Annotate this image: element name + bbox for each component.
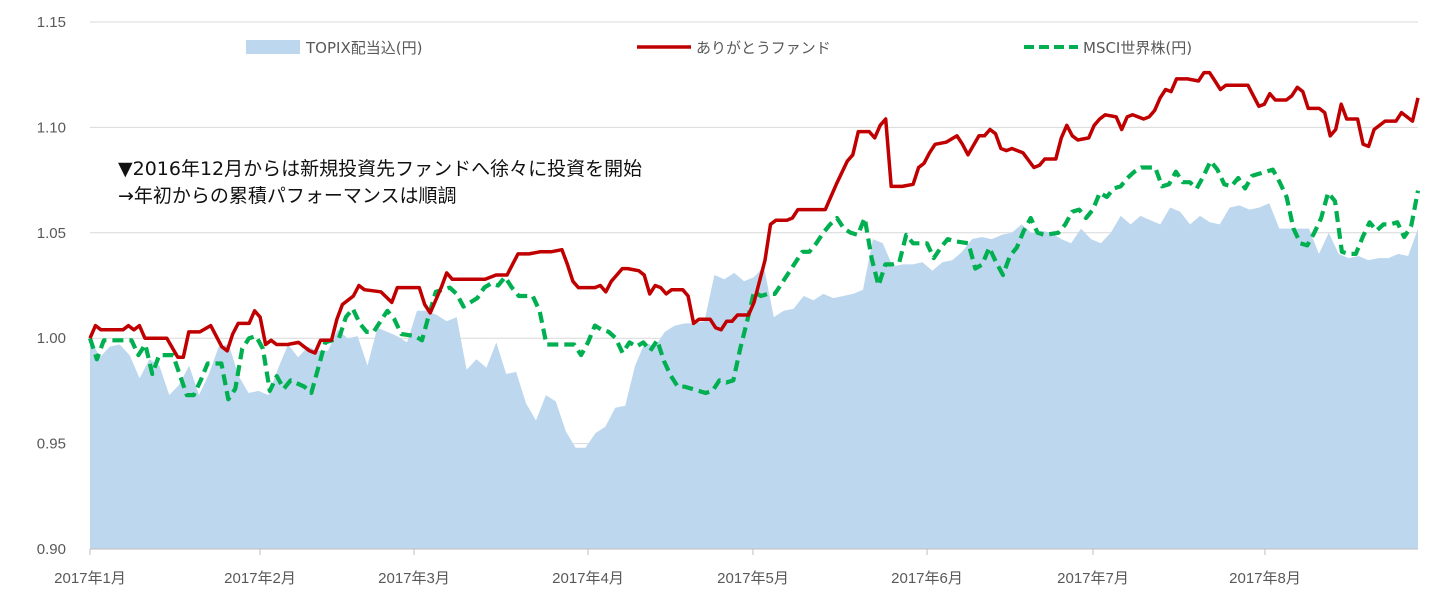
legend-label-arigato: ありがとうファンド (696, 39, 831, 57)
y-tick-label: 0.90 (37, 541, 66, 558)
annotation: ▼2016年12月からは新規投資先ファンドへ徐々に投資を開始 →年初からの累積パ… (118, 158, 642, 207)
y-tick-label: 0.95 (37, 436, 66, 453)
x-tick-label: 2017年8月 (1229, 570, 1301, 587)
annotation-line-1: ▼2016年12月からは新規投資先ファンドへ徐々に投資を開始 (118, 158, 642, 180)
x-tick-label: 2017年7月 (1057, 570, 1129, 587)
x-tick-label: 2017年2月 (224, 570, 296, 587)
y-tick-label: 1.00 (37, 330, 66, 347)
legend: TOPIX配当込(円) ありがとうファンド MSCI世界株(円) (246, 39, 1192, 57)
line-series-group (88, 70, 1421, 402)
y-tick-label: 1.05 (37, 225, 66, 242)
topix-area (90, 203, 1418, 550)
topix-area-series (90, 203, 1418, 550)
arigato-line (88, 70, 1420, 359)
y-tick-label: 1.15 (37, 14, 66, 31)
legend-label-msci: MSCI世界株(円) (1083, 39, 1192, 57)
x-tick-label: 2017年4月 (552, 570, 624, 587)
msci-line (88, 159, 1421, 402)
x-tick-label: 2017年1月 (54, 570, 126, 587)
x-tick-label: 2017年3月 (378, 570, 450, 587)
annotation-line-2: →年初からの累積パフォーマンスは順調 (118, 185, 457, 207)
legend-swatch-topix (246, 40, 300, 54)
y-tick-label: 1.10 (37, 119, 66, 136)
x-axis (89, 548, 1418, 555)
legend-label-topix: TOPIX配当込(円) (305, 39, 422, 57)
y-tick-labels: 0.90 0.95 1.00 1.05 1.10 1.15 (37, 14, 66, 558)
x-tick-label: 2017年6月 (891, 570, 963, 587)
x-tick-labels: 2017年1月 2017年2月 2017年3月 2017年4月 2017年5月 2017年… (54, 570, 1301, 587)
x-tick-label: 2017年5月 (717, 570, 789, 587)
